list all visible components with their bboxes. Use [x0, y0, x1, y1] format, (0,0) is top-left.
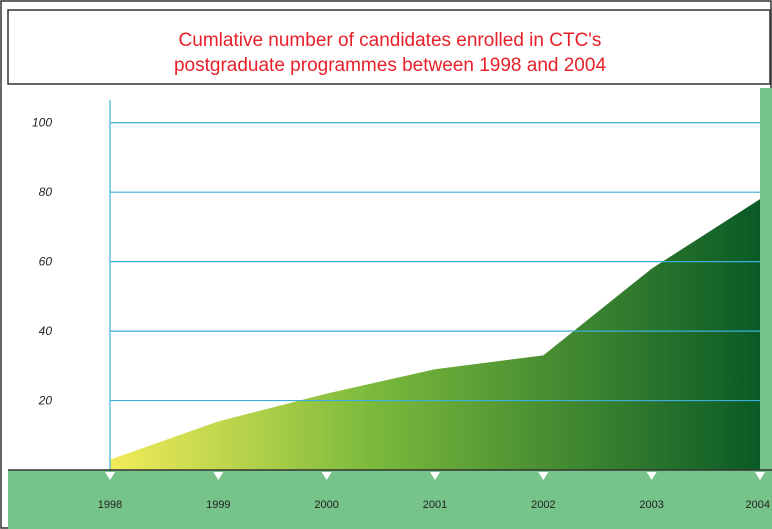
chart-title-line-2: postgraduate programmes between 1998 and…	[174, 55, 606, 76]
x-tick-mark	[646, 472, 657, 480]
x-tick-mark	[213, 472, 224, 480]
x-tick-label: 1998	[98, 499, 122, 511]
x-tick-label: 1999	[206, 499, 230, 511]
x-tick-mark	[321, 472, 332, 480]
x-tick-mark	[105, 472, 115, 480]
bottom-green-band	[8, 470, 772, 529]
x-tick-label: 2000	[314, 499, 338, 511]
y-tick-label: 100	[32, 116, 52, 130]
title-box-border	[7, 9, 771, 85]
y-tick-label: 40	[39, 324, 53, 338]
y-tick-label: 80	[39, 185, 53, 199]
chart-title-line-1: Cumlative number of candidates enrolled …	[179, 30, 602, 51]
series-area	[110, 199, 760, 471]
title-box: Cumlative number of candidates enrolled …	[7, 9, 771, 85]
x-tick-label: 2001	[423, 499, 447, 511]
x-tick-label: 2002	[531, 499, 555, 511]
y-tick-label: 60	[39, 255, 53, 269]
x-tick-mark	[755, 472, 765, 480]
x-tick-mark	[538, 472, 549, 480]
x-tick-label: 2004	[746, 499, 770, 511]
right-green-band	[760, 88, 772, 529]
x-tick-mark	[430, 472, 440, 480]
y-tick-label: 20	[38, 394, 53, 408]
gridlines	[110, 122, 760, 402]
x-tick-labels: 1998 1999 2000 2001 2002 2003 2004	[98, 472, 770, 511]
x-tick-label: 2003	[639, 499, 663, 511]
